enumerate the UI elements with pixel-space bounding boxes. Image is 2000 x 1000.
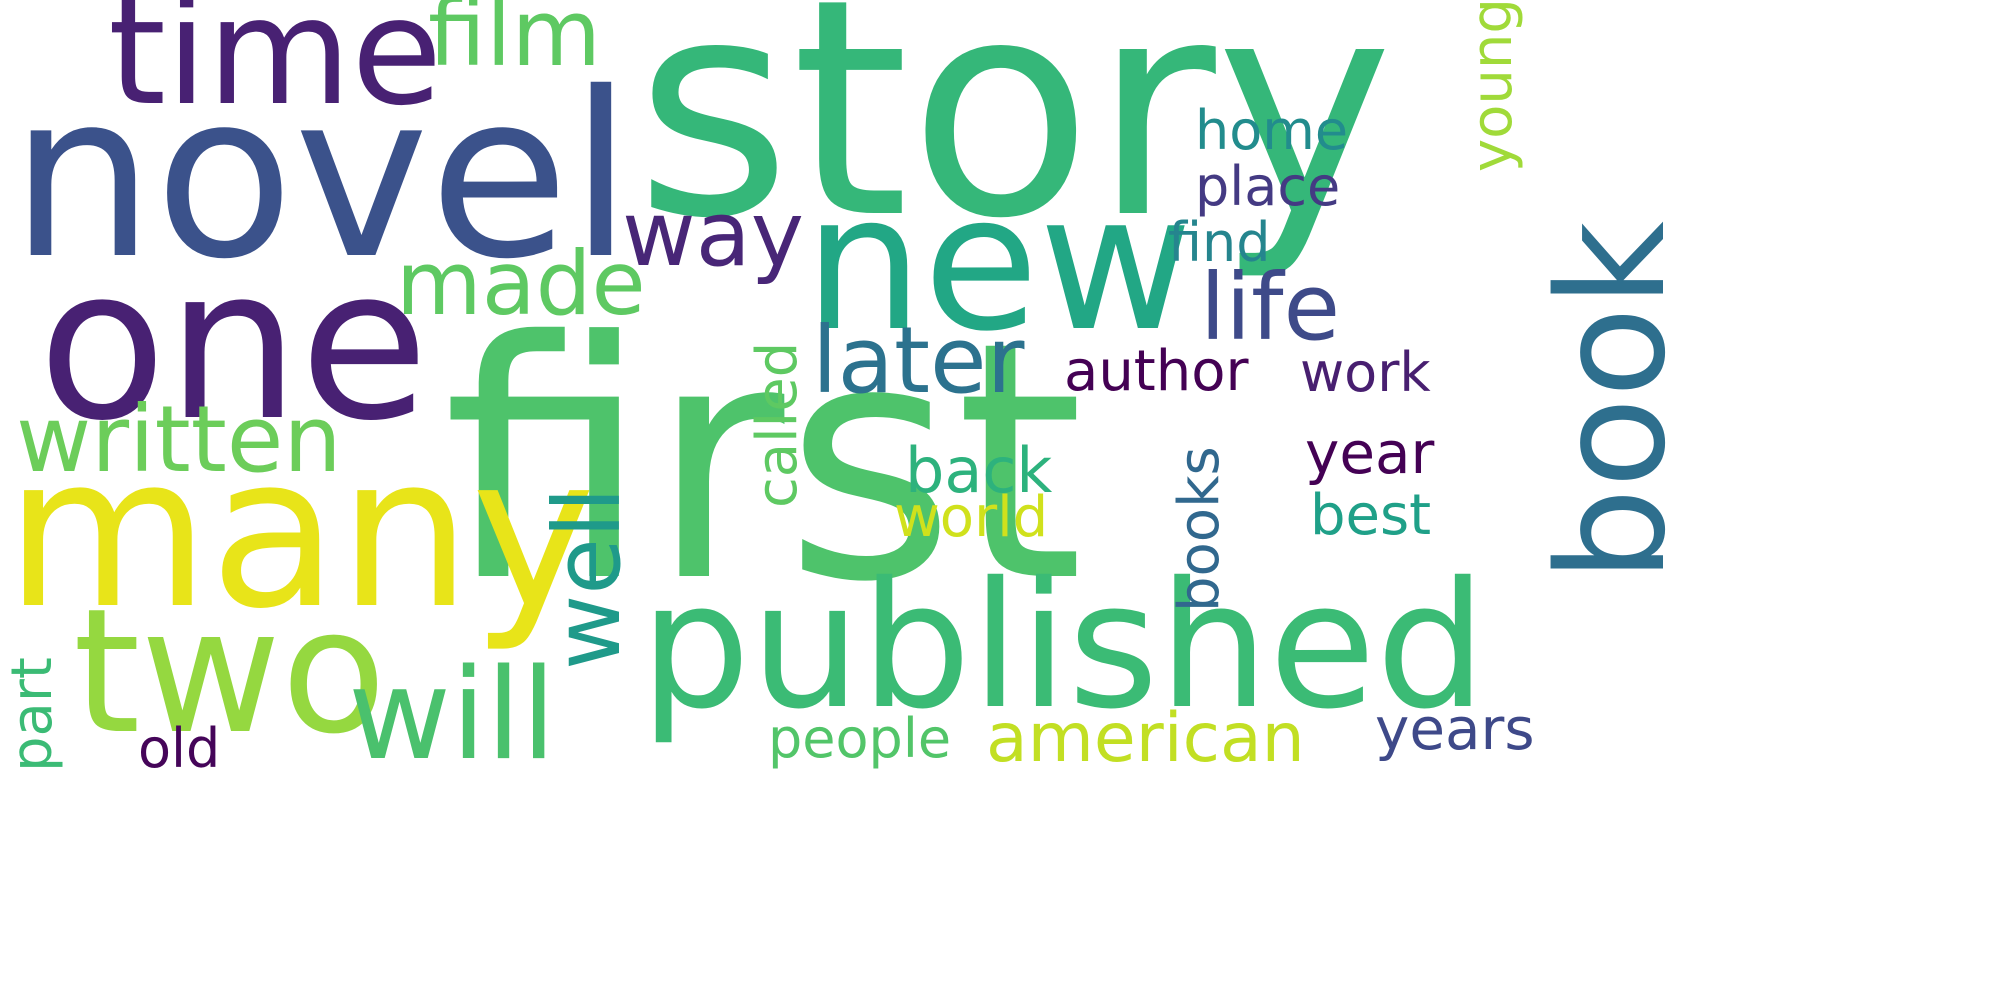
word-new: new xyxy=(804,154,1193,373)
word-published: published xyxy=(640,545,1487,748)
word-young: young xyxy=(1460,0,1525,172)
word-many: many xyxy=(5,410,596,655)
word-time: time xyxy=(108,0,443,138)
word-called: called xyxy=(745,341,810,508)
word-later: later xyxy=(812,307,1025,414)
word-home: home xyxy=(1195,99,1349,162)
word-written: written xyxy=(16,386,342,493)
word-year: year xyxy=(1305,419,1435,487)
word-first: first xyxy=(443,273,1084,654)
word-way: way xyxy=(622,182,805,287)
word-one: one xyxy=(38,222,429,467)
word-old: old xyxy=(138,717,221,780)
word-life: life xyxy=(1200,254,1341,361)
word-story: story xyxy=(635,0,1394,284)
word-will: will xyxy=(348,641,557,788)
word-part: part xyxy=(0,657,65,772)
word-best: best xyxy=(1310,483,1432,548)
word-film: film xyxy=(428,0,602,87)
word-well: well xyxy=(534,487,641,670)
word-world: world xyxy=(894,485,1049,550)
word-back: back xyxy=(905,434,1053,507)
word-find: find xyxy=(1168,211,1271,274)
word-years: years xyxy=(1375,695,1535,763)
word-novel: novel xyxy=(10,43,633,309)
word-american: american xyxy=(986,699,1305,778)
word-place: place xyxy=(1195,155,1341,218)
word-work: work xyxy=(1300,341,1431,404)
word-people: people xyxy=(768,707,952,770)
word-book: book xyxy=(1526,221,1698,582)
word-made: made xyxy=(396,232,646,335)
word-author: author xyxy=(1064,339,1249,404)
word-two: two xyxy=(73,571,387,772)
word-books: books xyxy=(1167,446,1232,612)
